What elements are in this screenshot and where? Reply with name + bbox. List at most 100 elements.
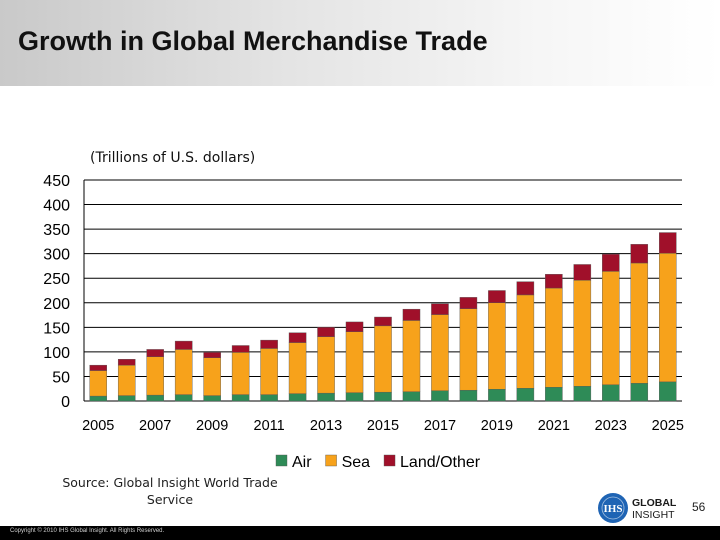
copyright-text: Copyright © 2010 IHS Global Insight. All… (10, 528, 165, 534)
bar-sea-2014 (345, 331, 364, 393)
legend-swatch-air (275, 454, 288, 467)
bar-sea-2012 (288, 342, 307, 394)
y-tick-label: 250 (43, 271, 70, 288)
bar-land-other-2021 (545, 274, 563, 289)
bar-sea-2013 (317, 336, 335, 394)
bar-sea-2005 (89, 370, 107, 397)
bar-land-other-2006 (117, 359, 136, 366)
bar-sea-2010 (231, 352, 250, 395)
bar-sea-2024 (630, 262, 649, 384)
legend-swatch-land-other (383, 454, 396, 467)
bar-land-other-2013 (317, 327, 335, 337)
bar-sea-2007 (146, 356, 164, 396)
bar-air-2025 (659, 381, 677, 402)
bar-sea-2023 (602, 271, 620, 385)
x-tick-label: 2011 (254, 418, 285, 434)
bar-air-2012 (288, 393, 307, 402)
bar-land-other-2008 (174, 340, 193, 350)
bar-air-2024 (630, 383, 649, 402)
bar-sea-2006 (117, 364, 136, 396)
x-tick-label: 2025 (652, 418, 684, 434)
x-tick-label: 2015 (367, 418, 399, 434)
page-number: 56 (692, 500, 706, 514)
bar-land-other-2016 (402, 308, 421, 321)
bar-sea-2015 (374, 325, 392, 393)
slide-title: Growth in Global Merchandise Trade (18, 26, 488, 56)
x-tick-label: 2013 (310, 418, 342, 434)
bar-land-other-2020 (516, 281, 535, 296)
bar-sea-2016 (402, 320, 421, 392)
bar-sea-2008 (174, 349, 193, 395)
logo-line2: INSIGHT (632, 509, 675, 521)
legend-label-land-other: Land/Other (400, 454, 481, 471)
y-tick-label: 0 (61, 394, 70, 411)
bar-sea-2025 (659, 252, 677, 383)
bar-sea-2018 (459, 308, 478, 391)
units-label: (Trillions of U.S. dollars) (90, 150, 256, 166)
logo-line1: GLOBAL (632, 497, 677, 509)
y-tick-label: 150 (43, 320, 70, 337)
bar-air-2008 (174, 394, 193, 402)
bar-air-2015 (374, 391, 392, 402)
legend-label-sea: Sea (342, 454, 371, 471)
ihs-logo-icon: IHS GLOBAL INSIGHT (598, 493, 677, 523)
bar-land-other-2019 (488, 290, 506, 303)
x-tick-label: 2019 (481, 418, 513, 434)
bar-air-2016 (402, 391, 421, 402)
global-insight-logo: IHS GLOBAL INSIGHT (596, 490, 691, 526)
bar-land-other-2015 (374, 316, 392, 327)
y-tick-label: 400 (43, 198, 70, 215)
bar-sea-2021 (545, 287, 563, 388)
bar-land-other-2022 (573, 264, 592, 281)
bar-air-2018 (459, 389, 478, 402)
bar-air-2023 (602, 384, 620, 402)
bar-land-other-2009 (203, 352, 221, 358)
header-band (0, 0, 720, 86)
bar-land-other-2011 (260, 339, 278, 349)
legend-label-air: Air (292, 454, 312, 471)
bar-land-other-2014 (345, 321, 364, 332)
legend-swatch-sea (325, 454, 337, 467)
x-tick-label: 2023 (595, 418, 627, 434)
bar-sea-2017 (431, 314, 449, 391)
bar-land-other-2005 (89, 364, 107, 371)
bar-land-other-2018 (459, 297, 478, 309)
bar-land-other-2017 (431, 303, 449, 315)
bar-air-2013 (317, 392, 335, 402)
bar-air-2020 (516, 388, 535, 402)
bar-sea-2020 (516, 294, 535, 389)
footer-bar: Copyright © 2010 IHS Global Insight. All… (0, 526, 720, 540)
bar-land-other-2010 (231, 345, 250, 353)
bar-air-2009 (203, 395, 221, 402)
bar-air-2019 (488, 389, 506, 402)
bar-sea-2011 (260, 348, 278, 395)
x-tick-label: 2005 (82, 418, 114, 434)
bar-sea-2022 (573, 279, 592, 387)
y-tick-label: 50 (52, 369, 70, 386)
x-tick-label: 2021 (538, 418, 570, 434)
bar-air-2010 (231, 394, 250, 402)
bar-land-other-2007 (146, 349, 164, 357)
bar-land-other-2012 (288, 332, 307, 343)
bar-air-2005 (89, 395, 107, 402)
y-tick-label: 450 (43, 173, 70, 190)
y-tick-label: 200 (43, 296, 70, 313)
bar-air-2017 (431, 390, 449, 402)
bar-air-2021 (545, 387, 563, 402)
bar-sea-2019 (488, 302, 506, 390)
bar-air-2011 (260, 394, 278, 402)
bar-air-2022 (573, 386, 592, 402)
y-tick-label: 350 (43, 222, 70, 239)
y-tick-label: 100 (43, 345, 70, 362)
bar-land-other-2024 (630, 244, 649, 264)
bar-air-2014 (345, 392, 364, 402)
y-tick-label: 300 (43, 247, 70, 264)
bar-land-other-2023 (602, 253, 620, 272)
logo-ihs-text: IHS (604, 503, 623, 515)
bar-land-other-2025 (659, 232, 677, 254)
bar-air-2007 (146, 394, 164, 402)
x-tick-label: 2009 (196, 418, 228, 434)
source-note: Source: Global Insight World Trade Servi… (62, 475, 278, 507)
bar-sea-2009 (203, 357, 221, 396)
